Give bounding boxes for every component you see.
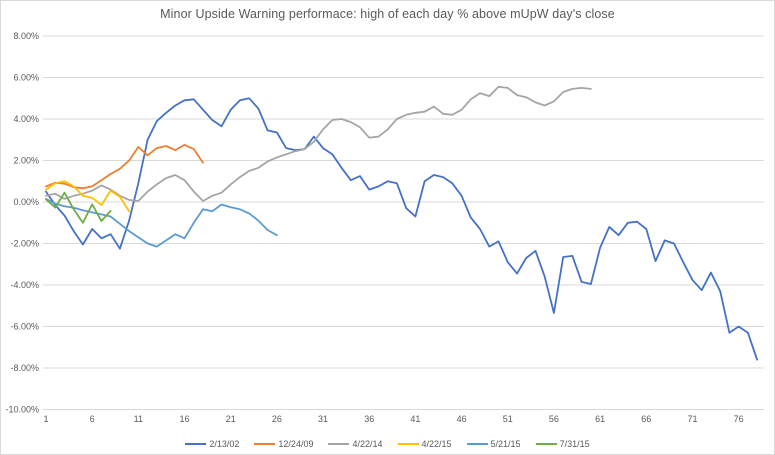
y-axis-tick-label: -8.00% [10,363,39,373]
x-axis-tick-label: 11 [134,414,143,424]
legend-line-swatch [397,443,419,445]
legend-item-2/13/02[interactable]: 2/13/02 [185,439,239,449]
legend-label: 4/22/14 [352,439,383,449]
y-axis-tick-label: -6.00% [10,322,39,332]
legend: 2/13/02 12/24/09 4/22/14 4/22/15 5/21/15 7/31… [1,439,774,449]
x-axis-tick-label: 26 [272,414,282,424]
x-axis-tick-label: 71 [687,414,697,424]
y-axis-tick-label: 8.00% [13,31,39,41]
legend-line-swatch [535,443,557,445]
series-line-12/24/09[interactable] [45,143,204,190]
legend-item-4/22/15[interactable]: 4/22/15 [397,439,452,449]
x-axis-tick-label: 21 [226,414,236,424]
legend-label: 5/21/15 [490,439,521,449]
y-axis-tick-label: -2.00% [10,239,39,249]
x-axis-tick-label: 46 [457,414,467,424]
x-axis-tick-label: 6 [90,414,95,424]
legend-item-5/21/15[interactable]: 5/21/15 [466,439,521,449]
x-axis-tick-label: 16 [180,414,190,424]
series-line-4/22/15[interactable] [45,180,131,213]
series-line-5/21/15[interactable] [45,197,278,248]
y-axis-tick-label: 6.00% [13,73,39,83]
series-line-4/22/14[interactable] [45,85,592,202]
y-axis-tick-label: 0.00% [13,197,39,207]
legend-item-12/24/09[interactable]: 12/24/09 [254,439,313,449]
legend-label: 7/31/15 [559,439,590,449]
legend-label: 12/24/09 [278,439,314,449]
legend-label: 2/13/02 [209,439,240,449]
y-axis-tick-label: 4.00% [13,114,39,124]
legend-line-swatch [328,443,350,445]
y-axis-tick-label: -4.00% [10,280,39,290]
legend-item-4/22/14[interactable]: 4/22/14 [328,439,383,449]
x-axis-tick-label: 1 [43,414,48,424]
x-axis-tick-label: 61 [595,414,605,424]
chart-title: Minor Upside Warning performace: high of… [160,7,615,21]
x-axis-tick-label: 56 [549,414,559,424]
y-axis-tick-label: 2.00% [13,156,39,166]
legend-line-swatch [466,443,488,445]
series-line-2/13/02[interactable] [45,97,758,361]
legend-item-7/31/15[interactable]: 7/31/15 [535,439,590,449]
legend-line-swatch [254,443,276,445]
series-line-7/31/15[interactable] [45,191,112,224]
x-axis-tick-label: 66 [641,414,651,424]
legend-line-swatch [185,443,207,445]
x-axis-tick-label: 31 [318,414,328,424]
x-axis-tick-label: 51 [503,414,513,424]
x-axis-tick-label: 41 [410,414,420,424]
legend-label: 4/22/15 [421,439,452,449]
x-axis-tick-label: 36 [364,414,374,424]
y-axis-tick-label: -10.00% [5,405,39,415]
x-axis-tick-label: 76 [734,414,744,424]
